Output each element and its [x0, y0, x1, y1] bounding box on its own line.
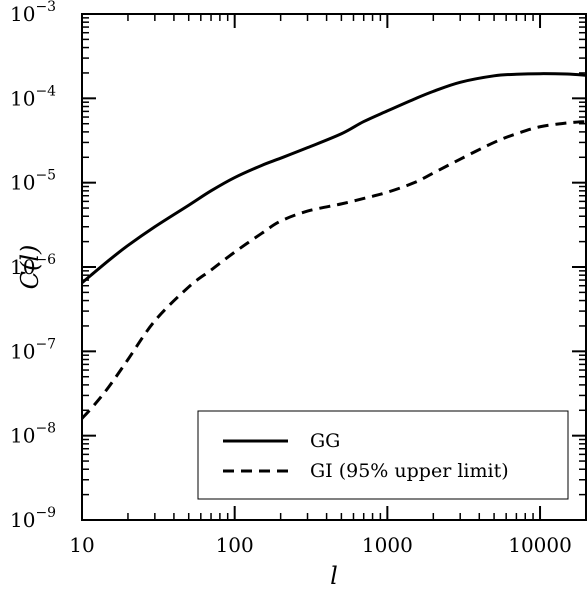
y-tick-label: 10−3	[10, 0, 56, 26]
x-tick-label: 1000	[362, 533, 413, 557]
legend-box	[197, 410, 569, 500]
series-line-gi	[80, 120, 587, 420]
series-layer	[80, 72, 587, 420]
ticks-layer	[81, 13, 587, 521]
y-tick-label: 10−7	[10, 336, 56, 363]
labels-layer: 10 100 1000 10000 10−9 10−8 10−7 10−6 10−5 10−4 10…	[10, 0, 572, 590]
y-tick-label: 10−6	[10, 252, 56, 279]
x-tick-label: 10000	[508, 533, 572, 557]
series-line-gg	[81, 72, 587, 284]
y-tick-label: 10−4	[10, 83, 56, 110]
x-tick-label: 100	[216, 533, 254, 557]
legend-layer: GG GI (95% upper limit)	[197, 410, 569, 500]
y-tick-label: 10−9	[10, 505, 56, 532]
y-tick-label: 10−8	[10, 421, 56, 448]
x-tick-label: 10	[69, 533, 94, 557]
x-axis-label: l	[330, 562, 338, 590]
y-tick-label: 10−5	[10, 168, 56, 195]
y-axis-label: C(l)	[16, 245, 44, 290]
legend-label: GI (95% upper limit)	[310, 460, 509, 482]
plot-frame	[81, 13, 587, 521]
legend-label: GG	[310, 430, 340, 452]
